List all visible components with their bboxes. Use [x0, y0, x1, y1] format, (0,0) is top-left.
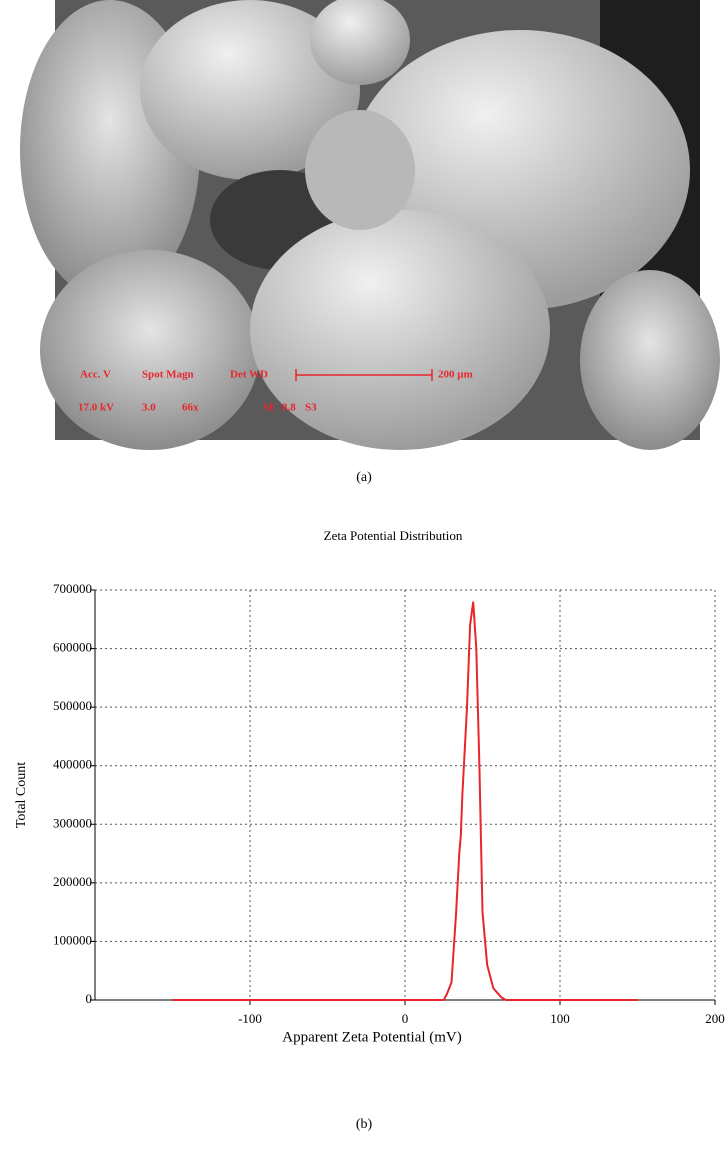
y-tick-label: 600000 [53, 640, 92, 655]
x-tick-label: 100 [550, 1011, 570, 1026]
x-axis-label: Apparent Zeta Potential (mV) [282, 1029, 462, 1045]
y-tick-label: 400000 [53, 757, 92, 772]
caption: (b) [356, 1117, 373, 1132]
x-tick-label: 0 [402, 1011, 409, 1026]
y-tick-label: 300000 [53, 815, 92, 830]
sem-label: Acc. V [80, 369, 111, 381]
sem-label: 200 µm [438, 369, 473, 381]
sem-label: S3 [305, 402, 317, 414]
sem-label: SE [263, 402, 276, 414]
y-tick-label: 700000 [53, 581, 92, 596]
y-tick-label: 200000 [53, 874, 92, 889]
y-tick-label: 0 [86, 991, 93, 1006]
sem-label: 17.0 kV [78, 402, 114, 414]
sem-label: 66x [182, 402, 199, 414]
y-tick-label: 500000 [53, 698, 92, 713]
x-tick-label: -100 [238, 1011, 262, 1026]
sem-image: Acc. V Spot Magn Det WD 200 µm 17.0 kV 3… [20, 0, 720, 450]
sem-label: 8.8 [282, 402, 296, 414]
sem-label: 3.0 [142, 402, 156, 414]
sem-label: Spot Magn [142, 369, 194, 381]
chart-title: Zeta Potential Distribution [324, 528, 463, 543]
caption: (a) [356, 470, 372, 485]
y-axis-label: Total Count [14, 762, 29, 828]
y-tick-label: 100000 [53, 932, 92, 947]
data-line [172, 601, 638, 1001]
sem-label: Det WD [230, 369, 268, 381]
x-tick-label: 200 [705, 1011, 725, 1026]
